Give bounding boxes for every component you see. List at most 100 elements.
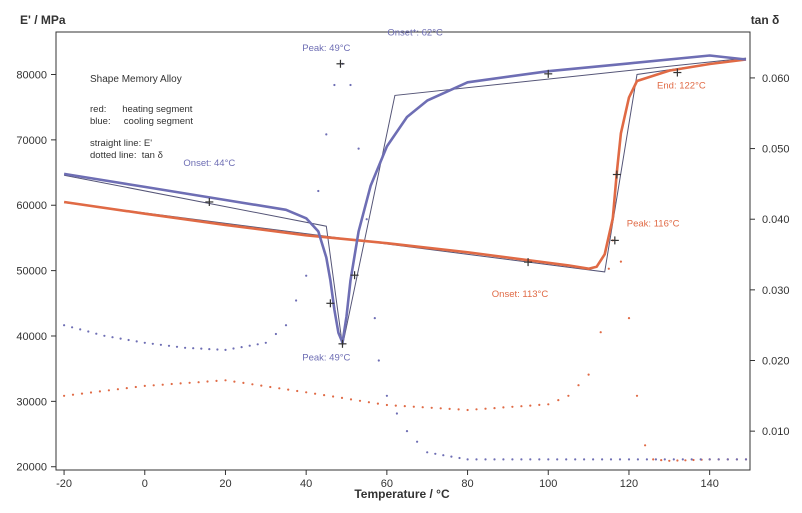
data-point [511,405,514,408]
data-point [98,390,101,393]
data-point [726,458,729,461]
data-point [349,83,352,87]
x-tick-label: -20 [56,478,72,490]
data-point [116,388,119,391]
data-point [385,403,388,407]
data-point [484,458,487,461]
data-point [89,391,93,394]
data-point [692,458,695,462]
data-point [200,347,203,350]
legend-line-dotted: dotted line: tan δ [90,150,163,161]
data-point [385,394,388,397]
data-point [416,440,419,443]
data-point [233,380,236,383]
y-left-tick-label: 30000 [16,396,47,408]
data-point [538,403,541,406]
data-point [357,147,360,150]
annotation-label: Onset: 44°C [183,158,235,169]
cross-marker [610,236,619,245]
data-point [367,401,370,404]
data-point [170,382,173,386]
cross-marker [350,271,359,280]
data-point [127,338,130,342]
data-point [426,451,429,454]
series-line-cooling-e- [63,54,747,344]
data-point [652,458,655,461]
data-point [264,341,267,344]
annotation-label: Onset: 113°C [492,289,549,300]
data-point [475,408,478,411]
data-point [405,430,409,433]
data-point [340,396,344,399]
data-point [681,458,684,461]
data-point [457,408,460,411]
data-point [305,391,308,394]
cross-marker [336,59,345,68]
data-point [269,385,272,389]
data-point [592,458,595,461]
data-point [317,189,320,193]
x-tick-label: 100 [539,478,557,490]
data-point [676,459,679,462]
data-point [278,387,281,390]
data-point [583,458,586,461]
data-point [529,458,532,461]
data-point [439,407,442,410]
x-tick-label: 120 [620,478,638,490]
data-point [192,347,195,350]
data-point [557,399,560,402]
data-point [87,330,90,333]
data-point [708,458,711,461]
data-point [95,332,98,335]
y-right-tick-label: 0.040 [762,214,790,226]
data-point [143,384,146,387]
annotation-label: Peak: 116°C [627,218,680,229]
x-tick-label: 60 [381,478,393,490]
data-point [502,406,505,409]
data-point [325,133,328,136]
data-point [188,381,191,384]
tangent-line [64,58,747,273]
legend-title: Shape Memory Alloy [90,74,182,85]
data-point [240,346,243,349]
y-left-tick-label: 70000 [16,135,47,147]
data-point [538,458,541,461]
data-point [627,317,631,320]
data-point [635,394,639,397]
data-point [161,383,164,386]
data-point [63,324,66,327]
data-point [358,399,362,402]
data-point [502,458,505,461]
data-point [654,458,658,461]
data-point [274,332,277,336]
data-point [430,406,433,409]
data-point [520,458,523,461]
y-left-tick-label: 80000 [16,69,47,81]
cross-marker [326,299,335,308]
data-point [332,395,335,398]
data-point [448,407,451,410]
data-point [547,403,550,406]
data-point [442,454,445,457]
data-point [574,458,577,461]
data-point [71,393,75,396]
data-point [484,407,487,410]
y-right-tick-label: 0.060 [762,73,790,85]
data-point [717,458,720,461]
data-point [475,458,478,461]
data-point [248,344,251,347]
series-line-heating-e- [63,58,747,270]
data-point [663,458,666,461]
cross-marker [524,258,533,267]
data-point [295,299,298,302]
data-point [627,458,631,461]
x-tick-label: 140 [700,478,718,490]
data-point [618,458,622,461]
annotation-label: Peak: 49°C [302,43,350,54]
series-dots-cooling-tan- [63,62,748,461]
data-point [63,394,66,397]
data-point [466,408,469,412]
data-point [175,345,179,348]
y-left-axis-title: E' / MPa [20,13,66,27]
plot-frame [55,31,751,471]
